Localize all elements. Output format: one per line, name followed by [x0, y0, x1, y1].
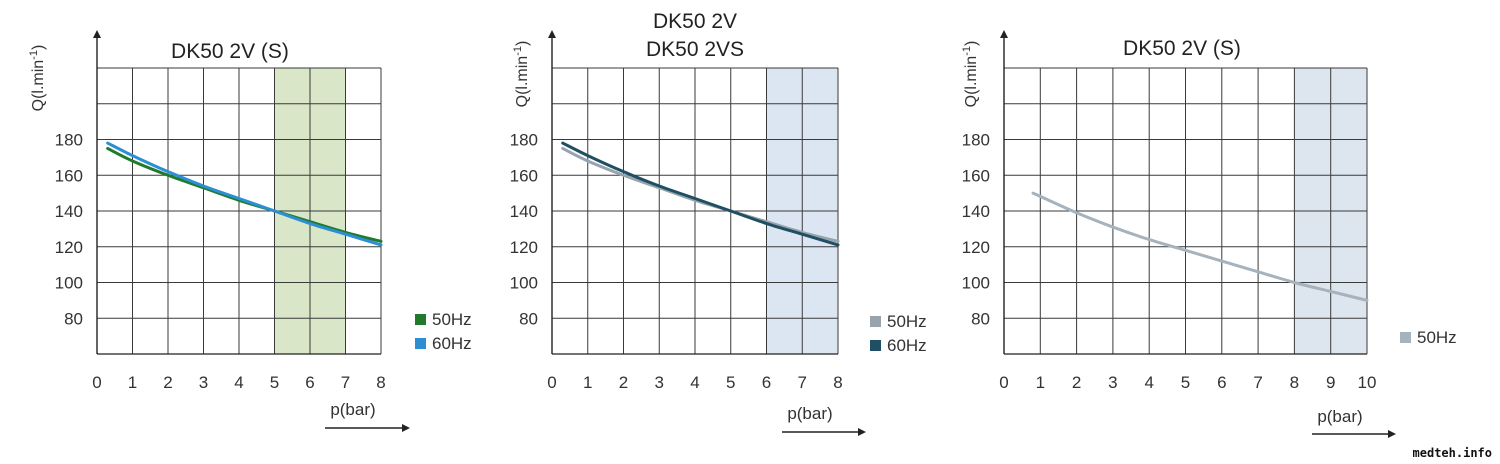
chart-title: DK50 2VS: [646, 38, 744, 61]
x-tick-label: 6: [762, 373, 771, 392]
x-axis-arrow-icon: [402, 424, 410, 432]
legend-label: 50Hz: [887, 312, 927, 331]
x-axis-label: p(bar): [330, 400, 375, 419]
y-tick-label: 140: [510, 202, 538, 221]
x-tick-label: 3: [199, 373, 208, 392]
legend-swatch: [870, 316, 881, 327]
x-tick-label: 5: [726, 373, 735, 392]
x-tick-label: 1: [583, 373, 592, 392]
x-tick-label: 1: [1036, 373, 1045, 392]
y-tick-label: 160: [962, 166, 990, 185]
series-line-1: [561, 146, 840, 243]
chart-2: 80 100 120 140 160 180 0 1 2 3 4 5 6 7 8 Q(l.min-1) p(ba…: [510, 10, 927, 436]
x-tick-label: 5: [270, 373, 279, 392]
x-axis-arrow-icon: [858, 428, 866, 436]
chart-title: DK50 2V (S): [1123, 37, 1241, 60]
y-axis-arrow-icon: [93, 30, 101, 38]
x-tick-label: 8: [1290, 373, 1299, 392]
x-tick-label: 4: [234, 373, 243, 392]
legend-swatch: [1400, 332, 1411, 343]
chart-title: DK50 2V (S): [171, 40, 289, 63]
y-tick-label: 100: [510, 274, 538, 293]
x-axis-label: p(bar): [787, 404, 832, 423]
x-tick-label: 10: [1358, 373, 1377, 392]
y-axis-arrow-icon: [1000, 30, 1008, 38]
y-axis-arrow-icon: [548, 30, 556, 38]
chart-1: 80 100 120 140 160 180 0 1 2 3 4 5 6 7 8 Q(l.min-1) p(ba…: [28, 30, 472, 432]
x-tick-label: 6: [305, 373, 314, 392]
y-tick-label: 120: [510, 238, 538, 257]
x-tick-label: 2: [619, 373, 628, 392]
x-tick-label: 8: [376, 373, 385, 392]
x-tick-label: 8: [833, 373, 842, 392]
x-tick-label: 1: [128, 373, 137, 392]
y-tick-label: 180: [55, 131, 83, 150]
x-tick-label: 6: [1217, 373, 1226, 392]
x-tick-label: 0: [547, 373, 556, 392]
y-tick-label: 100: [55, 274, 83, 293]
y-tick-label: 140: [55, 202, 83, 221]
x-tick-label: 2: [1072, 373, 1081, 392]
y-tick-label: 160: [510, 166, 538, 185]
y-tick-label: 120: [55, 238, 83, 257]
y-tick-label: 80: [64, 309, 83, 328]
series-line-1: [1031, 191, 1369, 302]
legend-swatch: [870, 340, 881, 351]
legend-label: 50Hz: [1417, 328, 1457, 347]
y-tick-label: 180: [510, 131, 538, 150]
series-line-2: [561, 141, 840, 247]
y-tick-label: 120: [962, 238, 990, 257]
y-tick-label: 80: [971, 309, 990, 328]
x-axis-label: p(bar): [1317, 407, 1362, 426]
legend-label: 50Hz: [432, 310, 472, 329]
chart-title: DK50 2V: [653, 10, 737, 33]
x-tick-label: 2: [163, 373, 172, 392]
watermark: medteh.info: [1410, 446, 1494, 460]
y-tick-label: 180: [962, 131, 990, 150]
legend-label: 60Hz: [432, 334, 472, 353]
x-tick-label: 5: [1181, 373, 1190, 392]
x-tick-label: 9: [1326, 373, 1335, 392]
series-line-2: [106, 141, 383, 247]
x-tick-label: 0: [999, 373, 1008, 392]
chart-3: 80 100 120 140 160 180 0 1 2 3 4 5 6 7 8 9 10 Q(l.min-1) p…: [961, 30, 1457, 438]
y-tick-label: 140: [962, 202, 990, 221]
legend-swatch: [415, 314, 426, 325]
x-axis-arrow-icon: [1388, 430, 1396, 438]
legend-swatch: [415, 338, 426, 349]
y-axis-label: Q(l.min-1): [512, 41, 531, 108]
x-tick-label: 4: [1144, 373, 1153, 392]
x-tick-label: 7: [341, 373, 350, 392]
y-axis-label: Q(l.min-1): [961, 41, 980, 108]
y-axis-label: Q(l.min-1): [28, 45, 47, 112]
y-tick-label: 80: [519, 309, 538, 328]
series-line-1: [106, 146, 383, 243]
y-tick-label: 100: [962, 274, 990, 293]
y-tick-label: 160: [55, 166, 83, 185]
legend-label: 60Hz: [887, 336, 927, 355]
x-tick-label: 3: [1108, 373, 1117, 392]
x-tick-label: 4: [690, 373, 699, 392]
x-tick-label: 0: [92, 373, 101, 392]
x-tick-label: 3: [655, 373, 664, 392]
x-tick-label: 7: [1253, 373, 1262, 392]
x-tick-label: 7: [798, 373, 807, 392]
